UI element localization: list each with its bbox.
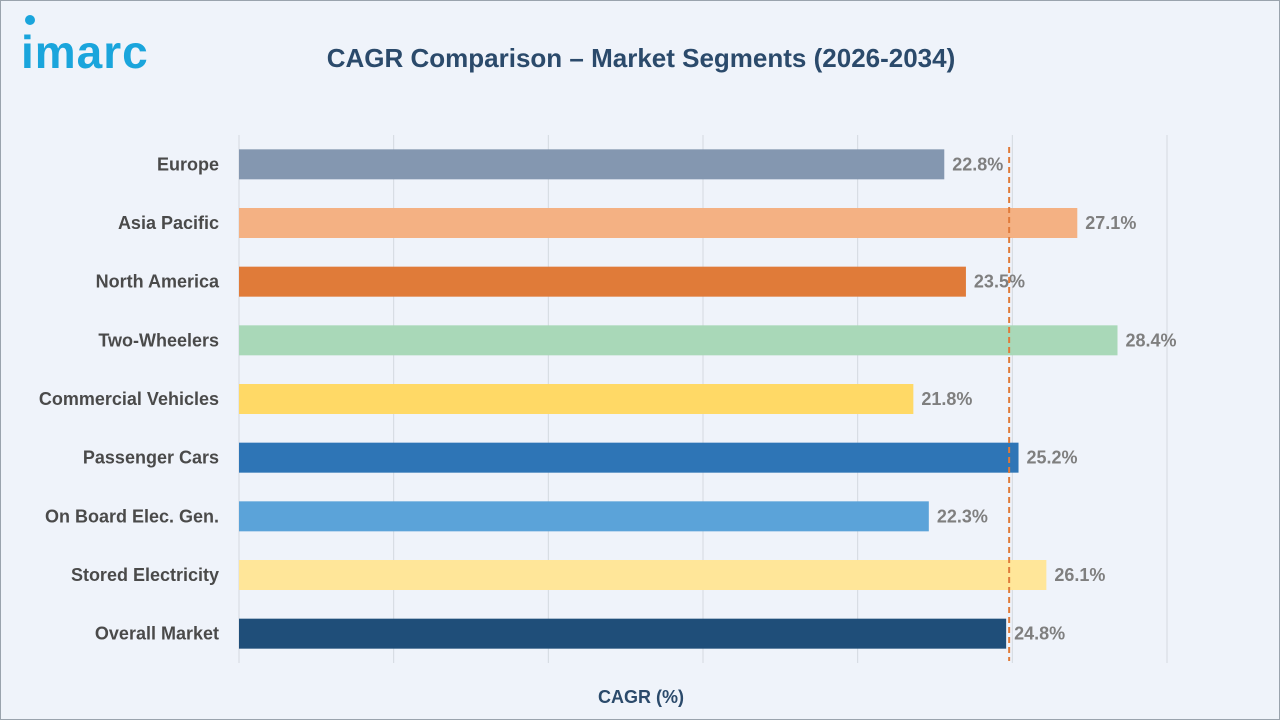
data-label: 25.2% <box>1027 448 1078 468</box>
category-label: Overall Market <box>95 624 219 644</box>
imarc-logo: imarc <box>21 15 211 85</box>
bar <box>239 618 1007 649</box>
logo-text: imarc <box>21 26 149 78</box>
category-label: Asia Pacific <box>118 213 219 233</box>
bar <box>239 149 945 180</box>
data-label: 24.8% <box>1014 624 1065 644</box>
category-label: Two-Wheelers <box>98 330 219 350</box>
category-label: North America <box>96 272 220 292</box>
bar <box>239 266 966 297</box>
category-label: Commercial Vehicles <box>39 389 219 409</box>
bar <box>239 501 929 532</box>
category-label: On Board Elec. Gen. <box>45 506 219 526</box>
x-axis-title: CAGR (%) <box>598 687 684 707</box>
chart-title: CAGR Comparison – Market Segments (2026-… <box>326 43 956 73</box>
bar <box>239 442 1019 473</box>
bar <box>239 208 1078 238</box>
data-label: 28.4% <box>1126 330 1177 350</box>
category-label: Europe <box>157 154 219 174</box>
bar <box>239 384 914 414</box>
data-label: 22.3% <box>937 506 988 526</box>
data-label: 23.5% <box>974 272 1025 292</box>
data-label: 27.1% <box>1085 213 1136 233</box>
data-label: 21.8% <box>921 389 972 409</box>
bar <box>239 325 1118 356</box>
category-label: Passenger Cars <box>83 448 219 468</box>
data-label: 26.1% <box>1054 565 1105 585</box>
logo-dot <box>25 15 35 25</box>
bar <box>239 560 1047 590</box>
category-label: Stored Electricity <box>71 565 219 585</box>
data-label: 22.8% <box>952 154 1003 174</box>
